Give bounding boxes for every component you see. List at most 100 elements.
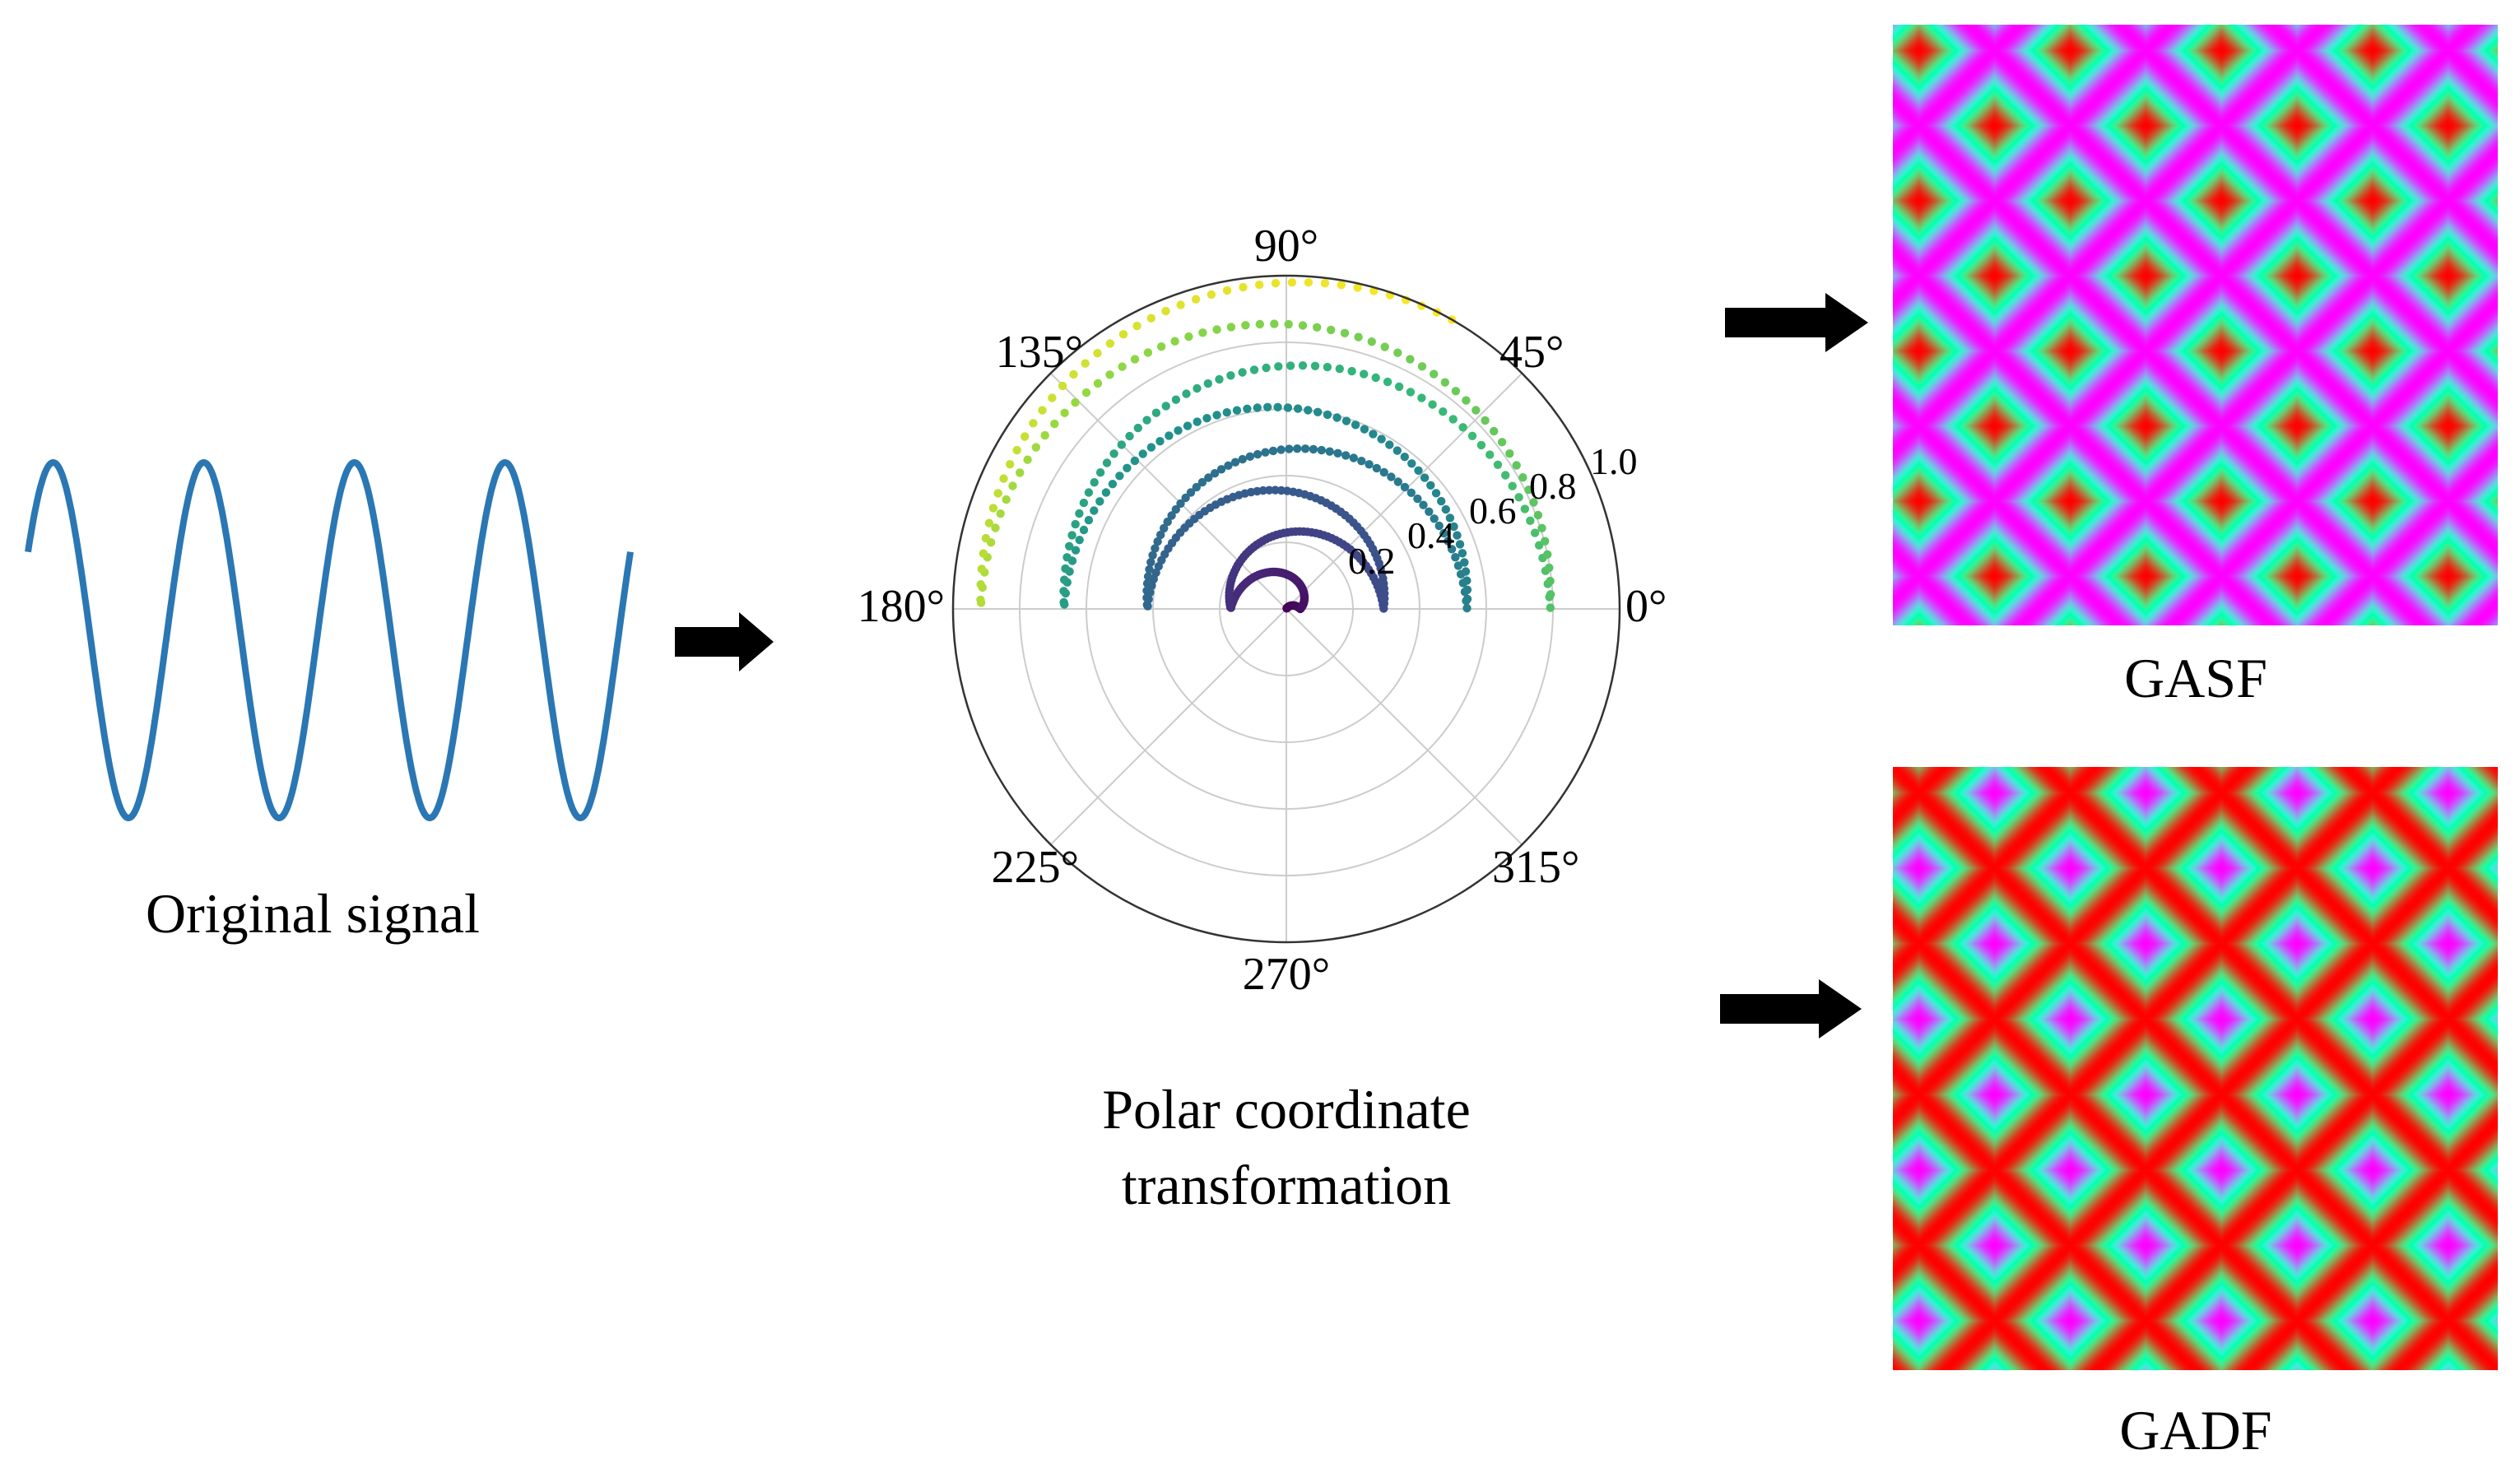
polar-point	[1337, 281, 1346, 290]
polar-point	[1347, 366, 1356, 376]
sine-wave-line	[25, 459, 634, 821]
radial-label-0.6: 0.6	[1469, 490, 1517, 532]
polar-point	[1293, 404, 1303, 413]
polar-point	[1058, 381, 1067, 391]
polar-point	[1425, 507, 1434, 516]
polar-point	[1320, 279, 1330, 288]
polar-point	[1545, 563, 1554, 573]
polar-point	[1155, 437, 1165, 446]
polar-point	[1059, 587, 1068, 596]
polar-point	[1385, 440, 1394, 449]
polar-point	[1176, 499, 1185, 509]
polar-point	[1021, 432, 1030, 441]
polar-point	[1417, 362, 1427, 371]
polar-point	[1447, 545, 1457, 554]
polar-point	[1118, 330, 1128, 339]
polar-point	[1448, 415, 1458, 424]
polar-point	[1142, 579, 1152, 588]
polar-point	[1349, 453, 1359, 462]
polar-point	[1133, 423, 1143, 433]
polar-point	[1146, 558, 1155, 567]
polar-point	[1490, 426, 1499, 436]
polar-point	[1462, 396, 1471, 405]
polar-point	[1546, 590, 1555, 599]
angle-label-270: 270°	[1243, 949, 1330, 1000]
polar-point	[1115, 472, 1124, 481]
polar-point	[1371, 373, 1380, 383]
polar-frame	[951, 274, 1621, 944]
gasf-image	[1893, 25, 2498, 625]
polar-point	[1367, 337, 1377, 346]
polar-point	[1151, 408, 1161, 417]
polar-point	[1069, 369, 1078, 379]
polar-point	[1537, 523, 1546, 532]
polar-point	[1255, 319, 1265, 329]
polar-point	[1192, 482, 1202, 492]
polar-point	[1449, 522, 1458, 532]
polar-point	[1271, 486, 1280, 495]
polar-point	[1238, 368, 1247, 377]
angle-label-90: 90°	[1254, 221, 1318, 272]
polar-point	[1497, 438, 1507, 447]
polar-point	[1444, 537, 1453, 546]
polar-point	[1284, 319, 1293, 329]
angular-grid-line	[1049, 608, 1287, 846]
angle-label-0: 0°	[1625, 581, 1667, 632]
arrow-signal-to-polar	[675, 612, 774, 671]
polar-point	[1453, 531, 1462, 540]
polar-point	[1335, 365, 1345, 374]
gadf-caption: GADF	[2119, 1399, 2272, 1461]
polar-point	[1138, 449, 1147, 458]
polar-point	[1079, 525, 1089, 535]
polar-point	[1163, 517, 1172, 527]
original-signal-caption: Original signal	[145, 882, 481, 945]
polar-point	[1062, 553, 1072, 562]
polar-point	[1505, 449, 1514, 458]
polar-point	[1357, 457, 1366, 466]
polar-point	[1530, 528, 1540, 537]
polar-point	[1393, 446, 1402, 455]
polar-point	[1038, 406, 1047, 415]
polar-point	[1203, 379, 1213, 388]
polar-point	[1243, 404, 1252, 413]
polar-point	[1434, 521, 1444, 531]
polar-point	[1108, 480, 1118, 489]
polar-point	[1079, 498, 1089, 508]
polar-point	[1160, 523, 1169, 533]
polar-point	[1332, 413, 1341, 422]
polar-point	[1222, 408, 1232, 417]
polar-point	[1283, 403, 1293, 412]
polar-point	[1340, 328, 1350, 337]
polar-point	[1317, 445, 1327, 455]
polar-point	[1241, 321, 1250, 330]
polar-point	[1313, 323, 1322, 332]
polar-point	[1323, 362, 1332, 372]
polar-point	[1458, 423, 1467, 432]
polar-point	[1084, 515, 1094, 525]
polar-point	[1075, 536, 1084, 545]
polar-point	[1271, 278, 1281, 288]
polar-point	[1161, 402, 1170, 411]
polar-point	[1360, 425, 1369, 434]
polar-point	[1276, 445, 1286, 454]
polar-point	[1151, 568, 1160, 578]
polar-point	[1191, 295, 1201, 304]
polar-point	[1125, 431, 1134, 441]
polar-point	[1142, 593, 1151, 602]
polar-point	[1380, 342, 1389, 351]
polar-point	[979, 549, 988, 558]
polar-point	[1430, 514, 1439, 523]
polar-point	[1383, 377, 1393, 387]
polar-point	[1493, 460, 1503, 469]
polar-point	[1132, 321, 1141, 331]
polar-point	[1261, 448, 1270, 457]
polar-point	[1029, 419, 1038, 428]
polar-point	[1143, 348, 1153, 357]
polar-point	[1439, 528, 1448, 538]
polar-point	[1071, 519, 1080, 529]
polar-point	[1417, 393, 1426, 402]
polar-point	[1462, 576, 1472, 585]
polar-point	[1232, 406, 1242, 415]
polar-point	[1224, 461, 1233, 470]
polar-point	[1262, 363, 1271, 373]
